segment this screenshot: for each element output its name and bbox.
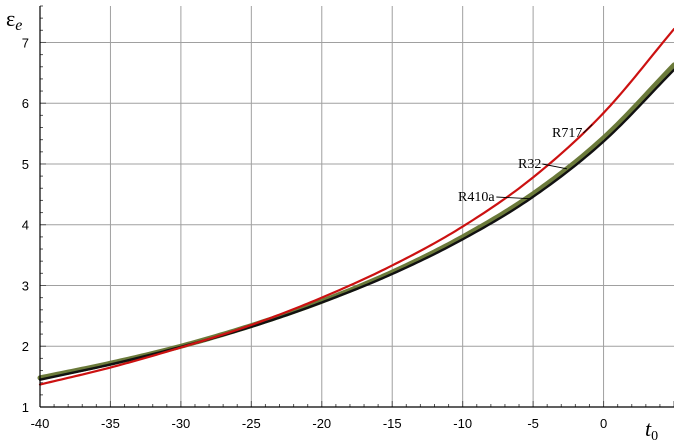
y-tick-label: 3 — [22, 278, 29, 293]
plot-background — [40, 6, 674, 407]
annotation-leader-r32 — [542, 163, 568, 170]
annotation-leader-r410a — [496, 196, 531, 200]
y-axis-label-main: ε — [6, 6, 15, 31]
y-tick-label: 1 — [22, 400, 29, 415]
x-axis-label-subscript: 0 — [651, 429, 658, 441]
x-tick-label: -35 — [101, 416, 120, 431]
grid — [40, 6, 674, 407]
y-axis-label-subscript: e — [15, 17, 22, 34]
x-tick-label: -30 — [171, 416, 190, 431]
series-line-r717 — [38, 27, 674, 386]
y-axis-label: εe — [6, 6, 22, 34]
y-tick-label: 5 — [22, 157, 29, 172]
series-annotation-r32: R32 — [518, 157, 541, 172]
series-group — [37, 27, 674, 386]
y-tick-label: 6 — [22, 96, 29, 111]
y-tick-label: 4 — [22, 218, 29, 233]
tick-labels: -40 -35 -30 -25 -20 -15 -10 -5 0 1 2 3 4 5 6 7 — [22, 35, 607, 431]
axes — [39, 6, 674, 408]
annotation-leader-r717 — [583, 124, 593, 134]
x-axis-label: t0 — [645, 416, 658, 441]
x-tick-label: -5 — [527, 416, 539, 431]
y-tick-label: 7 — [22, 35, 29, 50]
x-axis-label-main: t — [645, 416, 652, 441]
series-annotation-r717: R717 — [552, 126, 582, 141]
x-tick-label: -15 — [383, 416, 402, 431]
y-tick-label: 2 — [22, 339, 29, 354]
x-tick-label: -40 — [31, 416, 50, 431]
x-tick-label: 0 — [600, 416, 607, 431]
x-tick-label: -20 — [312, 416, 331, 431]
annotations: R717 R32 R410a — [458, 124, 593, 205]
series-line-r410a — [38, 68, 674, 381]
x-tick-label: -25 — [242, 416, 261, 431]
x-tick-label: -10 — [453, 416, 472, 431]
series-annotation-r410a: R410a — [458, 190, 495, 205]
